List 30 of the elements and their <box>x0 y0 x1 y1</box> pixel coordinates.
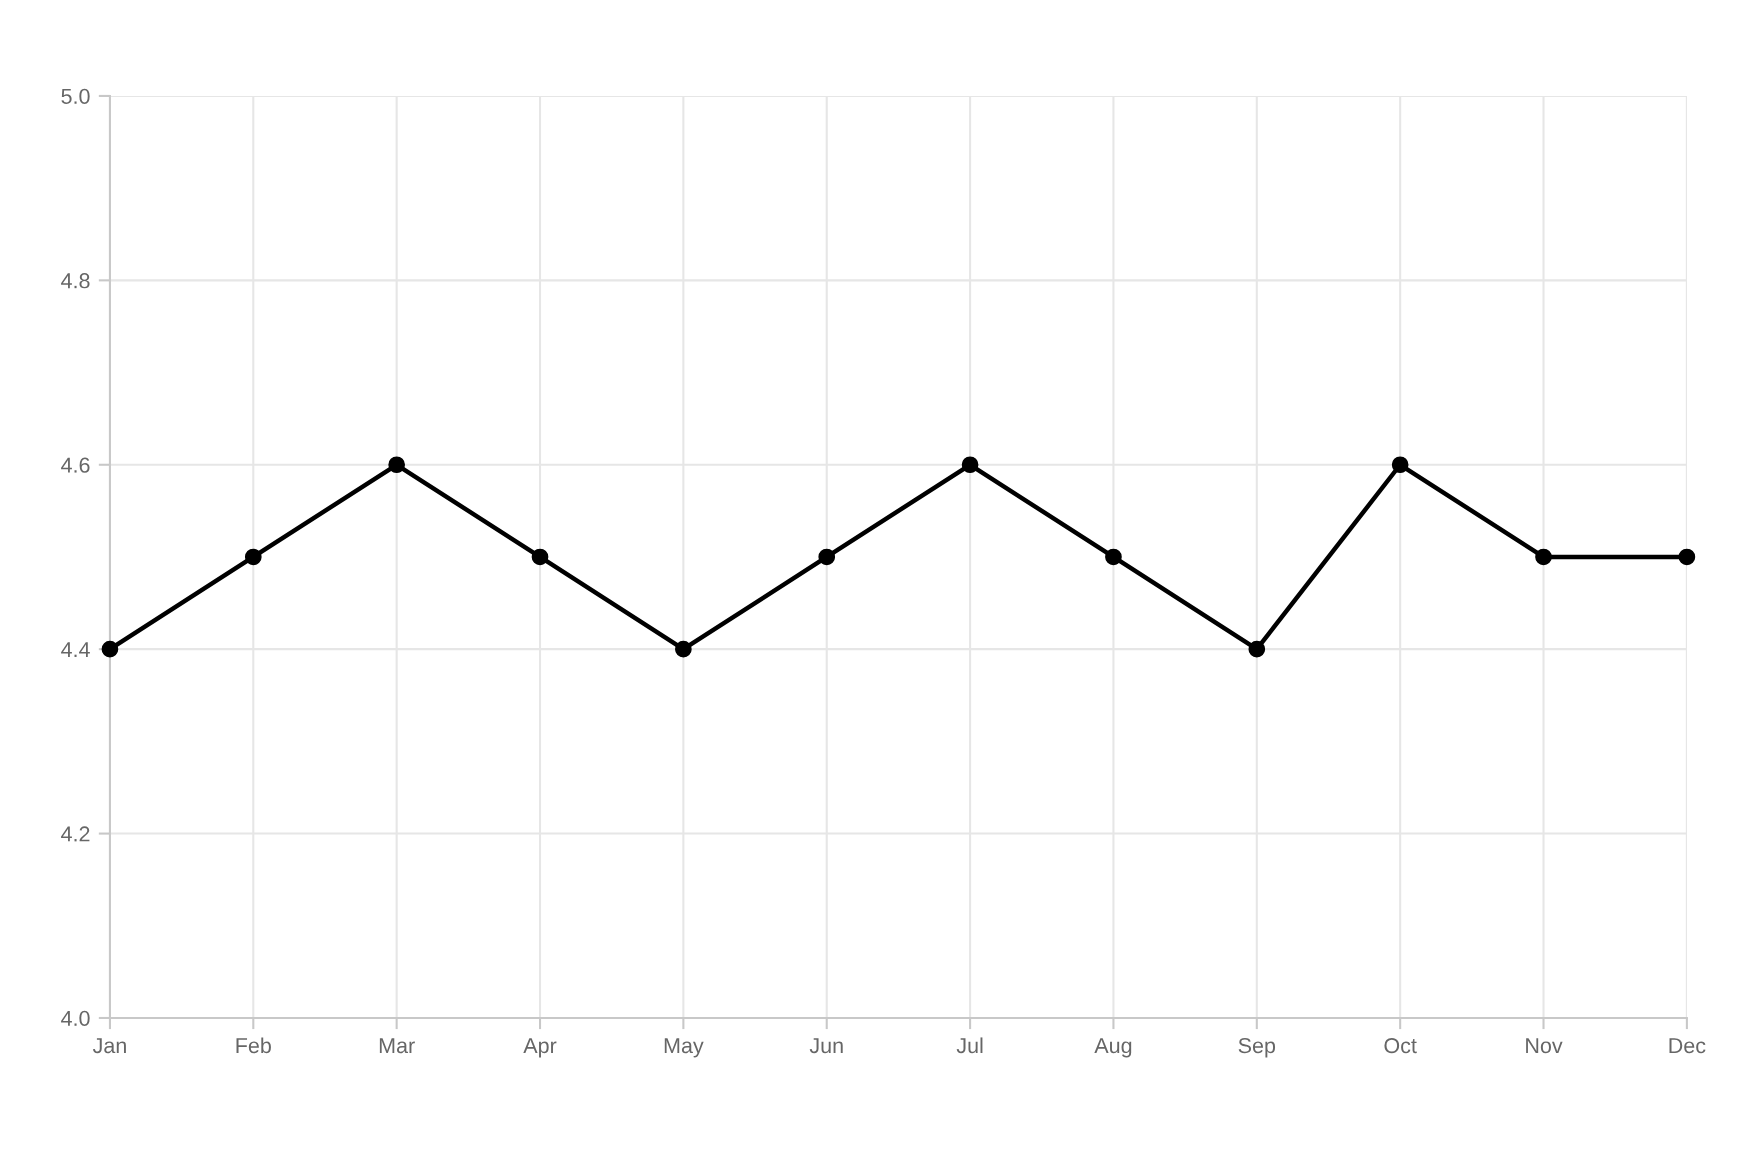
x-tick-label: Apr <box>523 1038 557 1058</box>
x-tick-label: Dec <box>1669 1038 1706 1054</box>
point <box>101 640 119 658</box>
point <box>244 548 262 566</box>
y-tick-label: 4.2 <box>61 826 90 842</box>
point <box>531 548 549 566</box>
point <box>1391 456 1409 474</box>
point <box>1248 640 1266 658</box>
point <box>1535 548 1552 566</box>
y-tick-label: 4.8 <box>61 273 90 289</box>
y-tick-label: 4.6 <box>61 457 90 473</box>
point <box>961 456 979 474</box>
x-tick-label: Jan <box>92 1038 126 1054</box>
x-tick-label: Feb <box>236 1037 271 1054</box>
point <box>1105 548 1122 566</box>
x-tick-label: Jul <box>956 1037 983 1054</box>
x-tick-label: Mar <box>379 1038 415 1054</box>
point <box>675 640 692 658</box>
y-tick-label: 5.0 <box>61 88 90 104</box>
point <box>1678 548 1696 566</box>
y-tick-label: 4.4 <box>61 642 90 657</box>
point <box>818 548 836 566</box>
x-tick-label: Nov <box>1526 1038 1563 1054</box>
x-tick-label: Aug <box>1094 1038 1132 1058</box>
point <box>388 456 405 474</box>
x-tick-label: Jun <box>809 1038 843 1054</box>
y-tick-label: 4.0 <box>61 1010 90 1026</box>
x-tick-label: Sep <box>1238 1037 1276 1058</box>
x-tick-label: May <box>664 1038 704 1058</box>
x-tick-label: Oct <box>1384 1037 1417 1054</box>
